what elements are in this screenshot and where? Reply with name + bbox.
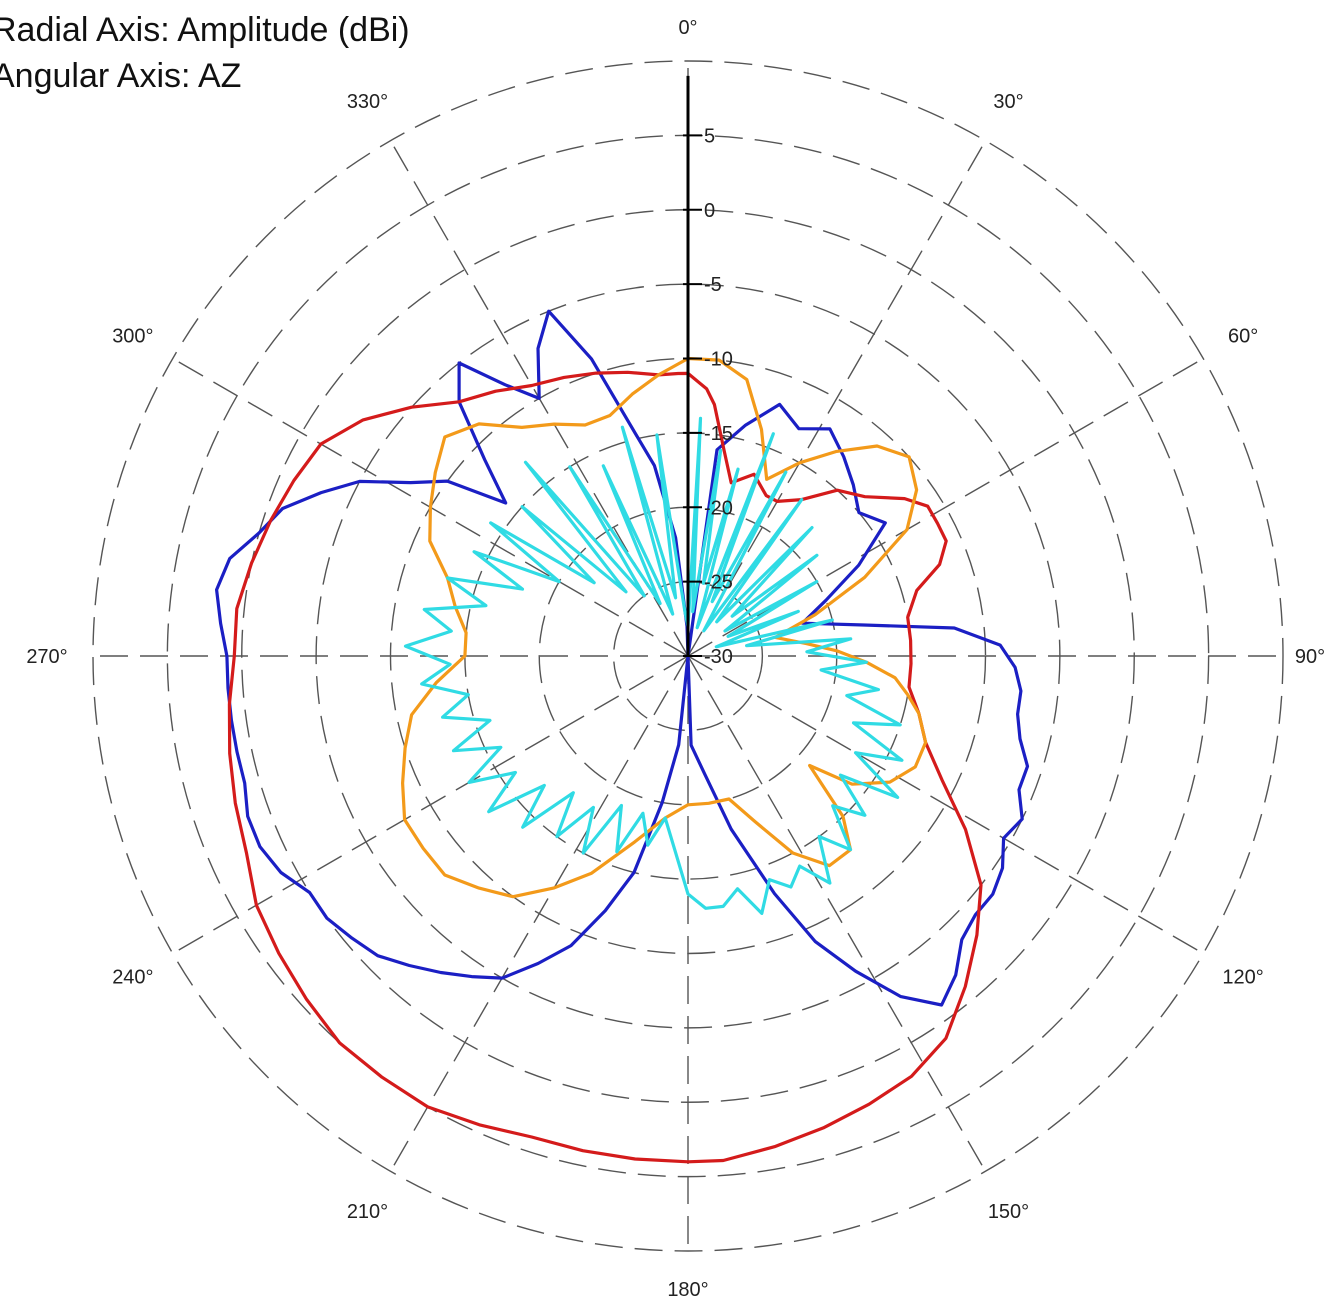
axis-layer: 5 0 -5 -10 -15 -20 -25 -30 0° 30° 60° 90° 120° 150° 18…	[26, 17, 1325, 1296]
grid-spoke	[389, 655, 689, 1172]
grid-spoke	[687, 655, 1204, 955]
radial-axis-title: Radial Axis: Amplitude (dBi)	[0, 11, 410, 49]
grid-spoke	[172, 655, 689, 955]
radial-tick-label: -10	[704, 349, 733, 371]
grid-ring	[612, 580, 764, 732]
angular-tick-label: 30°	[993, 91, 1023, 113]
radial-tick-label: 0	[704, 200, 715, 222]
grid-spoke	[687, 140, 987, 657]
angular-tick-label: 210°	[347, 1201, 388, 1223]
angular-tick-label: 180°	[667, 1279, 708, 1296]
series-line-1	[215, 309, 1030, 1007]
radial-tick-label: 5	[704, 125, 715, 147]
series-line-4	[403, 416, 904, 915]
radial-tick-label: -5	[704, 274, 722, 296]
radial-tick-label: -25	[704, 572, 733, 594]
angular-tick-label: 330°	[347, 91, 388, 113]
angular-tick-label: 0°	[678, 17, 697, 39]
angular-tick-label: 120°	[1222, 967, 1263, 989]
grid-spoke	[687, 655, 987, 1172]
series-line-3	[401, 356, 928, 899]
angular-tick-label: 90°	[1295, 646, 1325, 668]
radial-tick-label: -30	[704, 646, 733, 668]
angular-tick-label: 270°	[26, 646, 67, 668]
angular-tick-label: 60°	[1228, 326, 1258, 348]
radial-tick-label: -15	[704, 423, 733, 445]
angular-tick-label: 150°	[988, 1201, 1029, 1223]
radial-tick-label: -20	[704, 497, 733, 519]
angular-tick-label: 240°	[112, 967, 153, 989]
grid-ring	[92, 60, 1284, 1252]
series-line-2	[227, 370, 983, 1164]
angular-axis-title: Angular Axis: AZ	[0, 57, 241, 95]
series-layer	[215, 309, 1030, 1164]
angular-tick-label: 300°	[112, 326, 153, 348]
